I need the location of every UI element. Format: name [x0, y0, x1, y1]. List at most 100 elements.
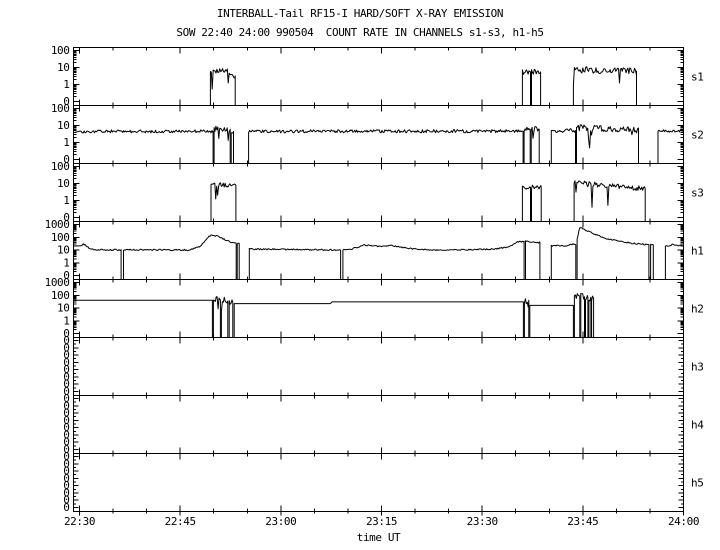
svg-text:1000: 1000: [45, 218, 70, 231]
svg-text:1: 1: [63, 78, 69, 91]
svg-text:0: 0: [63, 153, 69, 166]
h1-trace: [576, 227, 650, 280]
svg-text:0: 0: [63, 486, 69, 499]
svg-text:0: 0: [63, 465, 69, 478]
svg-text:0: 0: [63, 457, 69, 470]
h1-trace: [525, 240, 541, 280]
svg-text:100: 100: [51, 160, 70, 173]
s1-trace: [531, 68, 542, 106]
svg-text:h5: h5: [691, 477, 703, 490]
svg-text:22:30: 22:30: [64, 515, 95, 528]
svg-text:22:45: 22:45: [165, 515, 196, 528]
svg-text:0: 0: [63, 414, 69, 427]
chart-subtitle: SOW 22:40 24:00 990504 COUNT RATE IN CHA…: [176, 26, 544, 39]
svg-text:0: 0: [63, 407, 69, 420]
svg-text:h4: h4: [691, 419, 704, 432]
svg-text:100: 100: [51, 231, 70, 244]
svg-text:1: 1: [63, 136, 69, 149]
h1-trace: [73, 243, 122, 280]
h1-trace: [664, 243, 684, 280]
svg-text:0: 0: [63, 421, 69, 434]
svg-text:h3: h3: [691, 361, 703, 374]
svg-text:10: 10: [57, 177, 69, 190]
svg-text:0: 0: [63, 341, 69, 354]
svg-text:s3: s3: [691, 187, 703, 200]
s3-trace: [210, 182, 237, 222]
s3-trace: [531, 184, 542, 222]
chart-title: INTERBALL-Tail RF15-I HARD/SOFT X-RAY EM…: [216, 7, 504, 20]
svg-text:0: 0: [63, 370, 69, 383]
svg-text:0: 0: [63, 269, 69, 282]
svg-text:0: 0: [63, 443, 69, 456]
svg-text:1: 1: [63, 194, 69, 207]
h2-trace: [585, 295, 589, 338]
svg-text:0: 0: [63, 378, 69, 391]
s2-trace: [530, 126, 540, 164]
h2-trace: [580, 293, 585, 338]
svg-text:0: 0: [63, 211, 69, 224]
s1-frame: [73, 47, 684, 106]
svg-text:0: 0: [63, 95, 69, 108]
svg-text:h1: h1: [691, 245, 703, 258]
h1-trace: [248, 247, 342, 280]
svg-text:time UT: time UT: [357, 531, 401, 544]
svg-text:s1: s1: [691, 71, 703, 84]
svg-text:h2: h2: [691, 303, 703, 316]
h2-trace: [228, 299, 234, 338]
svg-text:10: 10: [57, 61, 69, 74]
svg-text:0: 0: [63, 349, 69, 362]
h2-trace: [73, 299, 213, 338]
h4-frame: [73, 395, 684, 454]
svg-text:100: 100: [51, 289, 70, 302]
svg-text:0: 0: [63, 356, 69, 369]
svg-text:0: 0: [63, 428, 69, 441]
h1-trace: [342, 240, 525, 280]
s2-trace: [576, 124, 639, 164]
h2-trace: [529, 304, 574, 338]
svg-text:1: 1: [63, 314, 69, 327]
h2-trace: [588, 296, 592, 338]
svg-text:0: 0: [63, 334, 69, 347]
x-axis-ticks: [79, 47, 684, 516]
s2-trace: [73, 129, 214, 164]
x-axis-labels: 22:30 22:45 23:00 23:15 23:30 23:45 24:00 time …: [64, 515, 700, 544]
h2-trace: [233, 301, 524, 338]
s3-trace: [521, 185, 531, 222]
svg-text:0: 0: [63, 399, 69, 412]
h5-frame: [73, 453, 684, 512]
svg-text:0: 0: [63, 385, 69, 398]
s1-trace: [209, 68, 236, 106]
svg-text:23:00: 23:00: [265, 515, 296, 528]
s3-trace: [573, 180, 646, 222]
s2-trace: [213, 125, 231, 164]
svg-text:0: 0: [63, 392, 69, 405]
s2-trace: [657, 129, 684, 164]
svg-text:23:30: 23:30: [467, 515, 498, 528]
h2-trace: [591, 295, 595, 338]
s3-frame: [73, 163, 684, 222]
svg-text:1000: 1000: [45, 276, 70, 289]
svg-text:23:45: 23:45: [567, 515, 598, 528]
h1-trace: [550, 243, 577, 280]
svg-text:0: 0: [63, 501, 69, 514]
svg-text:1: 1: [63, 256, 69, 269]
svg-text:0: 0: [63, 327, 69, 340]
h1-trace: [650, 243, 654, 280]
svg-text:0: 0: [63, 472, 69, 485]
svg-text:10: 10: [57, 119, 69, 132]
svg-text:0: 0: [63, 494, 69, 507]
h1-trace: [123, 234, 237, 280]
svg-text:100: 100: [51, 102, 70, 115]
svg-text:0: 0: [63, 450, 69, 463]
s2-trace: [550, 128, 576, 164]
s2-trace: [523, 126, 531, 164]
